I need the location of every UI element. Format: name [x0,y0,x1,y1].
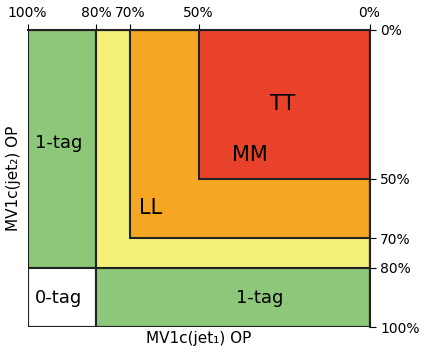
Text: 1-tag: 1-tag [34,134,82,152]
Y-axis label: MV1c(jet₂) OP: MV1c(jet₂) OP [6,126,20,231]
Text: 1-tag: 1-tag [236,289,284,307]
Bar [28,268,96,327]
Text: MM: MM [232,145,268,165]
Bar [96,268,369,327]
Text: TT: TT [269,94,295,114]
Text: LL: LL [139,199,162,218]
Bar [130,30,369,238]
Bar [28,30,96,268]
Bar [96,30,369,268]
Text: 0-tag: 0-tag [35,289,82,307]
Bar [198,30,369,178]
X-axis label: MV1c(jet₁) OP: MV1c(jet₁) OP [146,332,251,346]
